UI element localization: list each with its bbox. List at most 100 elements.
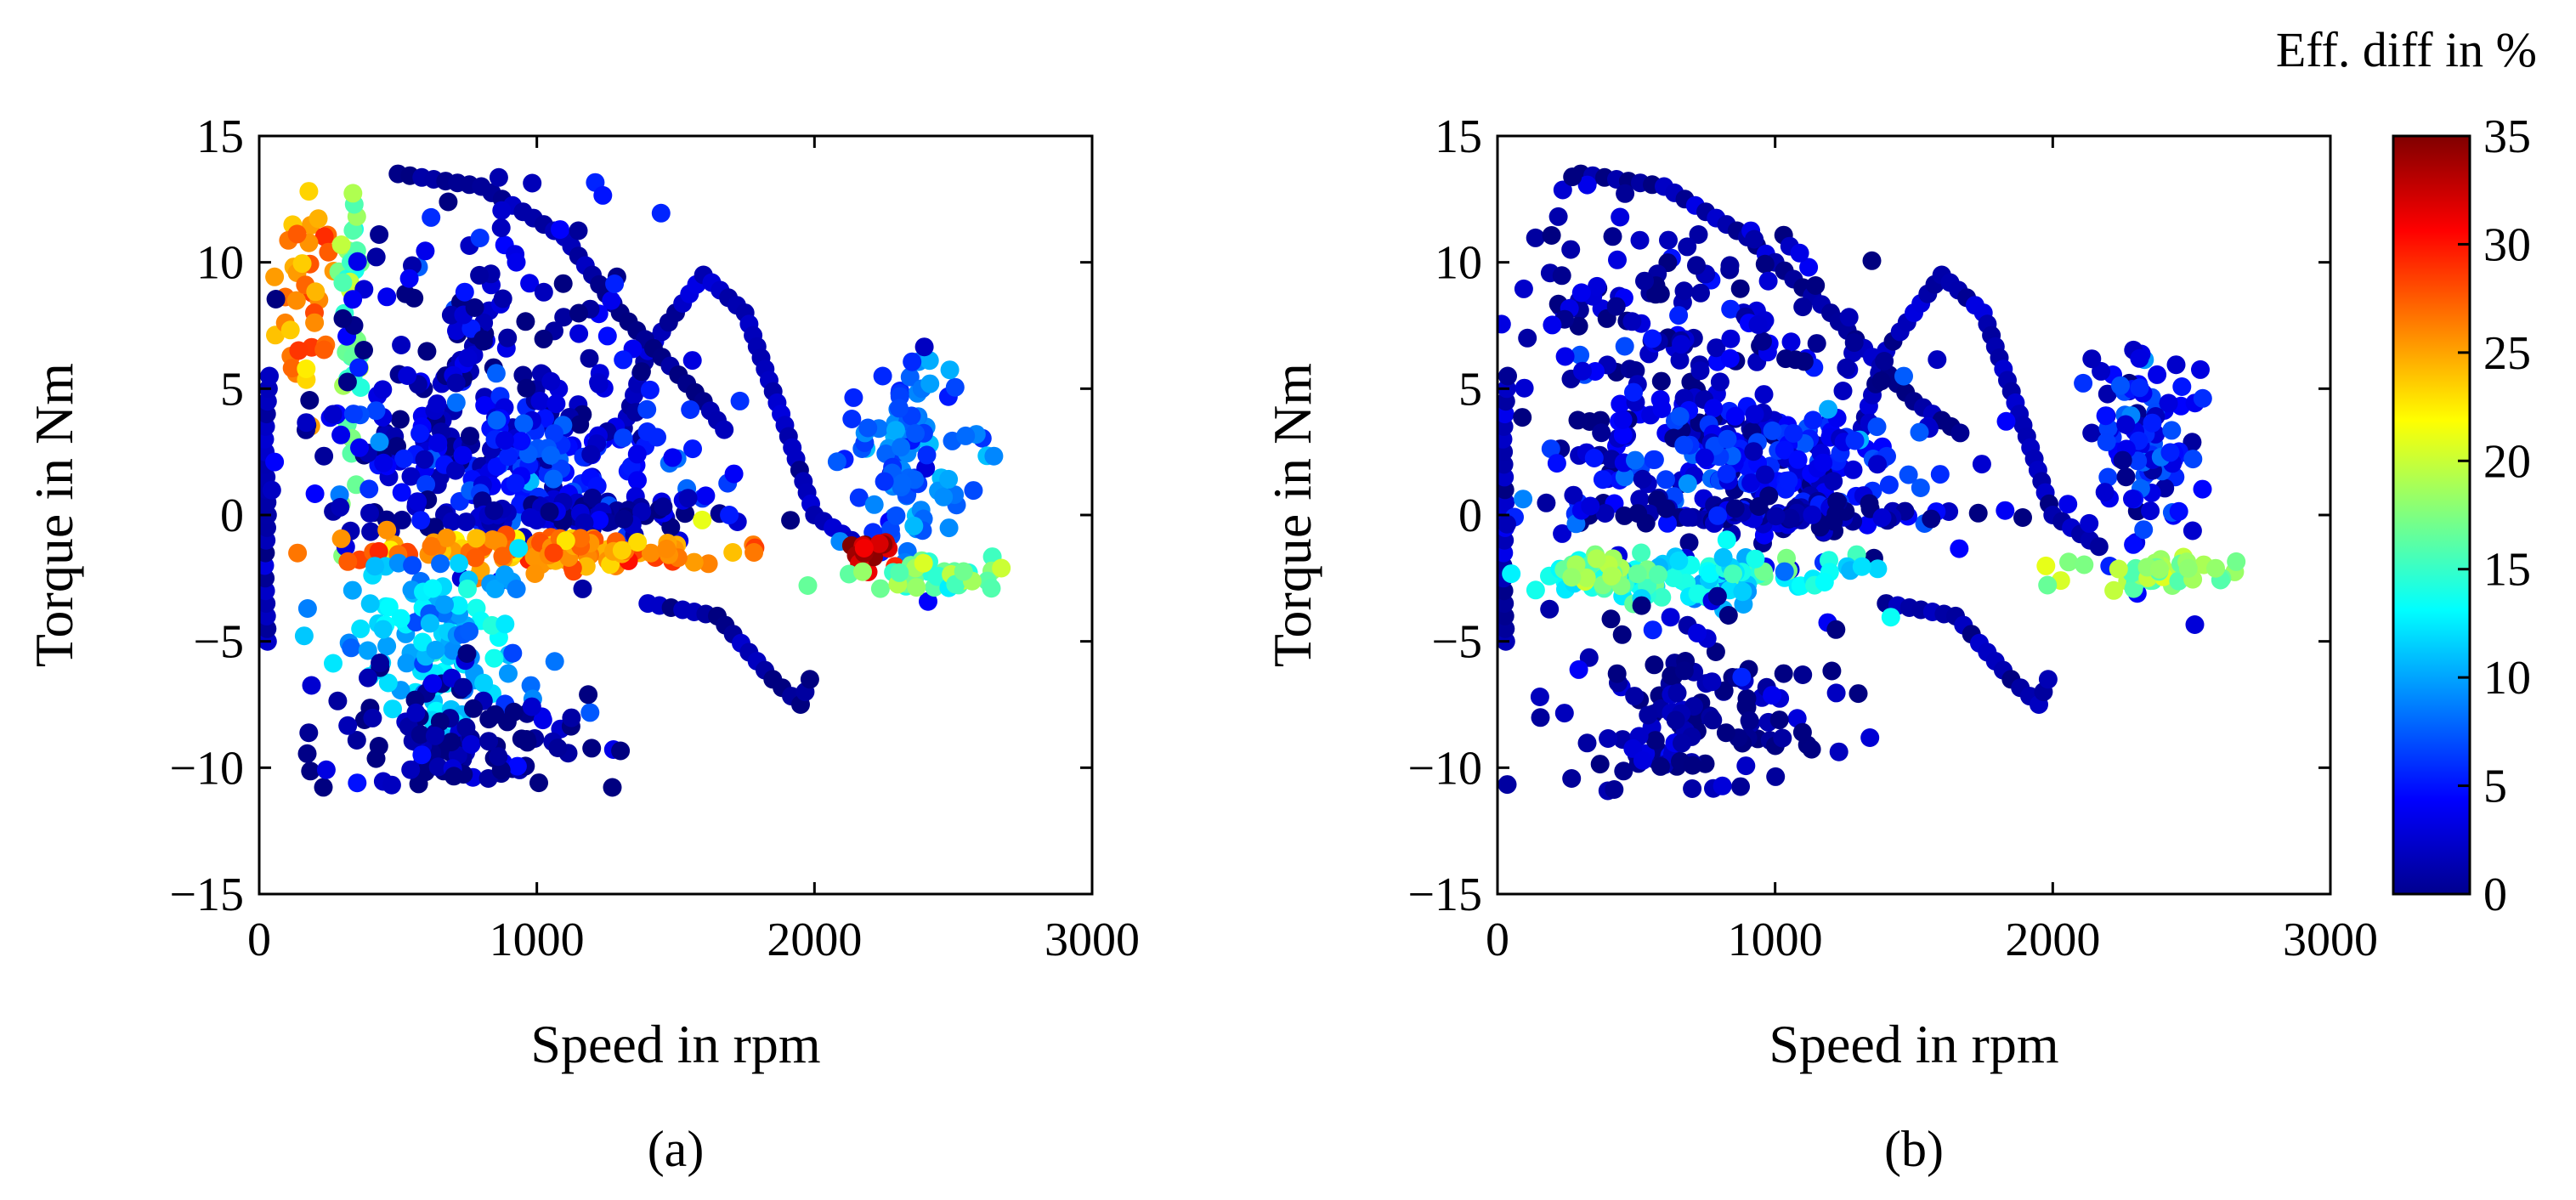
scatter-point (682, 351, 702, 371)
scatter-point (509, 539, 529, 558)
scatter-point (265, 267, 285, 286)
scatter-point (411, 511, 431, 530)
scatter-point (425, 518, 444, 537)
scatter-point (351, 619, 371, 638)
scatter-point (1645, 655, 1664, 675)
scatter-points-a (259, 164, 1011, 797)
scatter-point (1819, 399, 1838, 419)
scatter-point (583, 488, 602, 507)
scatter-point (1736, 756, 1756, 776)
scatter-point (1624, 382, 1643, 402)
scatter-point (524, 547, 544, 567)
scatter-point (2148, 365, 2167, 384)
scatter-point (447, 321, 466, 341)
scatter-point (423, 674, 443, 693)
scatter-point (580, 348, 599, 368)
scatter-point (287, 224, 307, 244)
scatter-point (1674, 281, 1694, 301)
scatter-point (2116, 415, 2136, 434)
scatter-point (2169, 501, 2188, 521)
scatter-point (422, 207, 441, 227)
scatter-point (571, 529, 590, 548)
scatter-point (1950, 539, 1969, 558)
scatter-point (1833, 382, 1853, 400)
scatter-point (889, 399, 909, 418)
scatter-point (369, 541, 388, 561)
scatter-point (437, 528, 456, 547)
scatter-point (573, 579, 592, 598)
scatter-point (1774, 664, 1793, 683)
scatter-point (1822, 661, 1842, 681)
scatter-point (1806, 276, 1826, 295)
scatter-point (730, 391, 750, 410)
scatter-point (280, 320, 300, 340)
scatter-point (1643, 620, 1662, 640)
scatter-point (498, 328, 518, 348)
scatter-point (410, 725, 430, 744)
scatter-point (489, 532, 507, 552)
scatter-point (2130, 348, 2149, 368)
scatter-point (681, 400, 700, 419)
colorbar-title: Eff. diff in % (2276, 22, 2537, 77)
scatter-point (1786, 350, 1805, 370)
scatter-point (1852, 557, 1871, 576)
scatter-point (2193, 388, 2212, 408)
scatter-point (292, 254, 312, 274)
colorbar-tick-label: 20 (2483, 435, 2531, 488)
scatter-point (1759, 486, 1779, 506)
scatter-point (1636, 513, 1656, 533)
scatter-point (446, 373, 466, 393)
scatter-point (939, 469, 959, 489)
y-axis-label-b: Torque in Nm (1262, 363, 1322, 667)
scatter-point (487, 410, 507, 430)
scatter-point (1720, 256, 1740, 275)
scatter-point (1799, 258, 1819, 277)
scatter-point (2206, 558, 2225, 578)
scatter-point (2162, 421, 2182, 440)
y-tick-label: 0 (220, 490, 244, 542)
scatter-point (654, 497, 673, 517)
colorbar-tick-label: 10 (2483, 652, 2531, 705)
scatter-point (1724, 564, 1742, 584)
scatter-point (359, 668, 377, 688)
scatter-point (314, 227, 334, 246)
scatter-point (1656, 470, 1675, 490)
scatter-point (1758, 271, 1778, 291)
scatter-point (1996, 411, 2016, 431)
scatter-point (1881, 608, 1900, 627)
scatter-point (517, 730, 536, 749)
scatter-point (934, 487, 954, 507)
scatter-point (614, 428, 633, 448)
scatter-point (2036, 556, 2056, 575)
scatter-point (439, 192, 458, 212)
scatter-point (1899, 465, 1918, 484)
scatter-point (1790, 243, 1809, 263)
scatter-point (1661, 608, 1680, 627)
scatter-point (1626, 361, 1645, 380)
scatter-point (2124, 535, 2143, 554)
scatter-point (453, 677, 473, 697)
scatter-point (371, 654, 390, 672)
scatter-point (470, 265, 490, 285)
scatter-point (1713, 776, 1732, 795)
scatter-point (1867, 417, 1887, 437)
scatter-point (458, 579, 477, 598)
scatter-point (628, 533, 648, 552)
scatter-point (545, 424, 563, 444)
scatter-point (890, 563, 909, 582)
scatter-point (2113, 450, 2132, 470)
scatter-point (520, 508, 540, 527)
scatter-point (2169, 571, 2188, 591)
scatter-point (1737, 688, 1757, 708)
scatter-point (1497, 314, 1511, 334)
scatter-point (631, 362, 651, 382)
y-tick-label: −10 (1407, 742, 1482, 795)
scatter-point (431, 554, 450, 574)
scatter-point (1502, 564, 1521, 584)
scatter-point (892, 438, 910, 457)
scatter-point (343, 580, 362, 600)
scatter-point (1607, 664, 1627, 683)
scatter-point (489, 747, 508, 767)
scatter-point (309, 209, 328, 229)
